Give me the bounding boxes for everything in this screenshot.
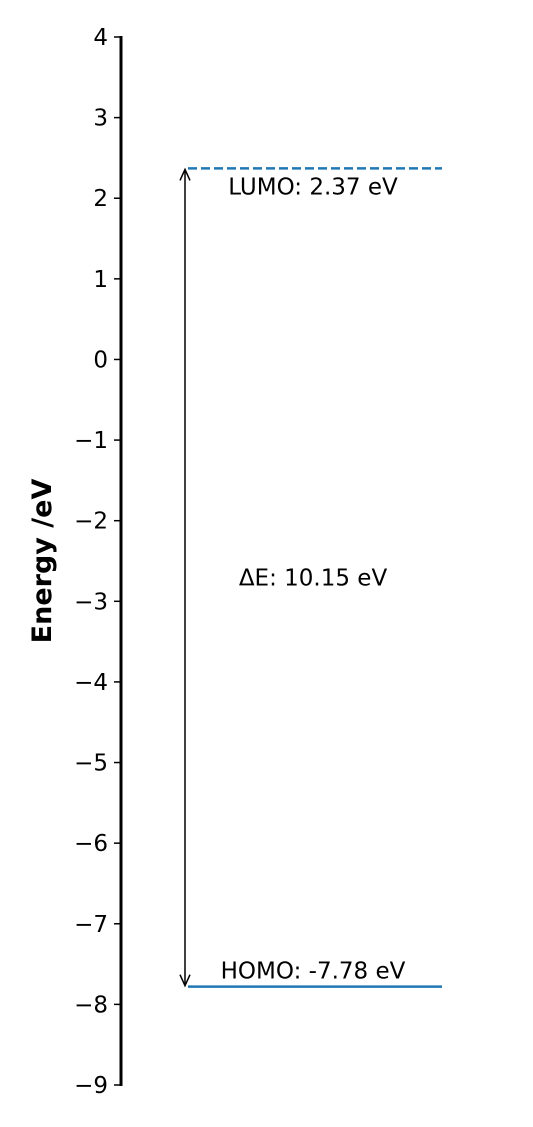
y-tick-label: 3: [93, 106, 108, 132]
lumo-label: LUMO: 2.37 eV: [228, 174, 398, 200]
energy-levels: LUMO: 2.37 eV HOMO: -7.78 eV: [188, 167, 442, 988]
y-tick-label: −1: [74, 428, 108, 454]
y-axis-title: Energy /eV: [27, 479, 58, 644]
energy-gap: ΔE: 10.15 eV: [179, 167, 388, 988]
y-tick-label: 0: [93, 347, 108, 373]
y-tick-label: −7: [74, 912, 108, 938]
homo-label: HOMO: -7.78 eV: [221, 959, 406, 985]
y-tick-label: −5: [74, 751, 108, 777]
gap-label: ΔE: 10.15 eV: [239, 566, 388, 592]
y-tick-label: 2: [93, 186, 108, 212]
y-tick-label: −2: [74, 509, 108, 535]
y-tick-label: −6: [74, 831, 108, 857]
gap-arrow-head-top: [179, 167, 191, 181]
y-tick-label: 4: [93, 25, 108, 51]
y-ticks: 4 3 2 1 0 −1 −2 −3 −4 −5 −6 −7 −8 −9: [74, 25, 121, 1099]
y-tick-label: −8: [74, 992, 108, 1018]
gap-arrow-head-bottom: [179, 974, 191, 988]
y-tick-label: −3: [74, 589, 108, 615]
y-tick-label: 1: [93, 267, 108, 293]
y-tick-label: −4: [74, 670, 108, 696]
y-tick-label: −9: [74, 1073, 108, 1099]
